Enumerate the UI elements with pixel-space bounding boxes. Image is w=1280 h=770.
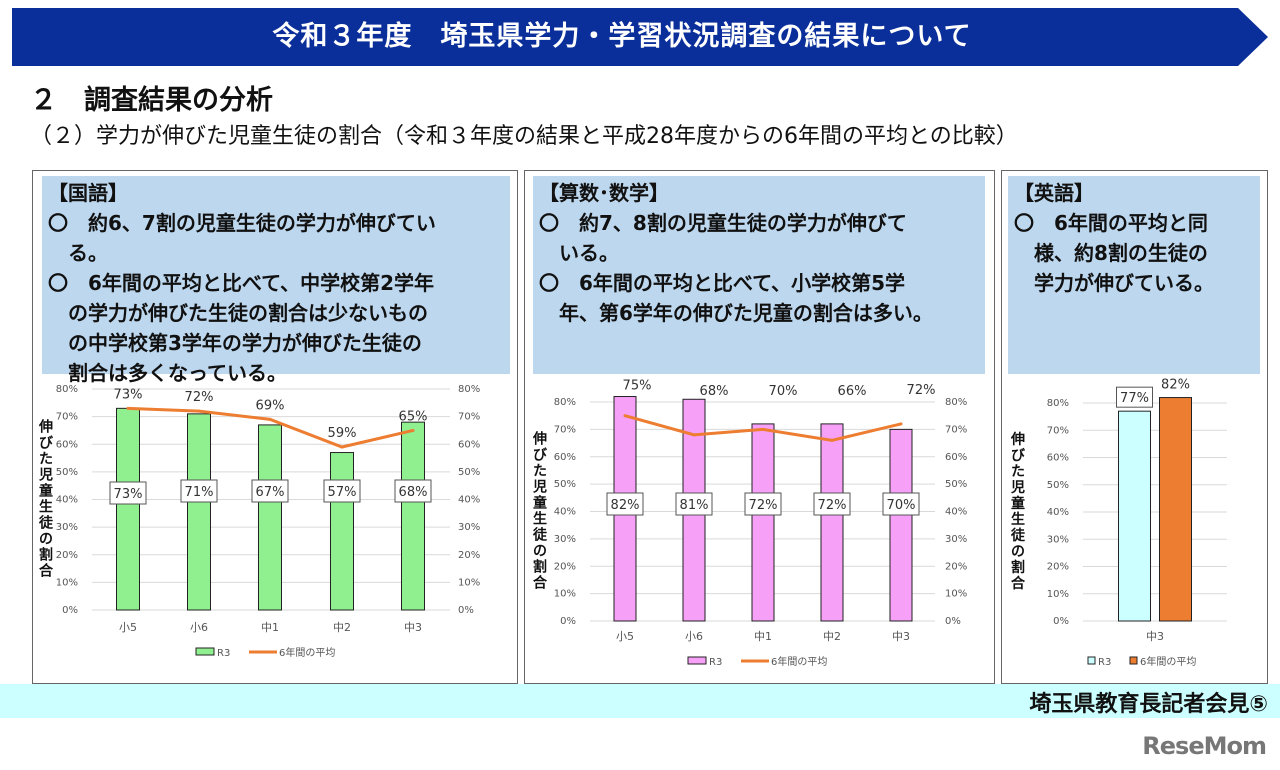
subtitle: （２）学力が伸びた児童生徒の割合（令和３年度の結果と平成28年度からの6年間の平…: [30, 124, 1018, 149]
page-title: 令和３年度 埼玉県学力・学習状況調査の結果について: [272, 21, 972, 52]
note-heading: 【国語】: [48, 181, 128, 205]
note-japanese: 【国語】 〇 約6、7割の児童生徒の学力が伸びてい る。 〇 6年間の平均と比べ…: [42, 176, 510, 385]
note-line: の中学校第3学年の学力が伸びた生徒の: [48, 331, 422, 355]
note-heading: 【算数･数学】: [539, 181, 669, 205]
note-heading: 【英語】: [1014, 181, 1094, 205]
note-line: る。: [48, 241, 108, 265]
note-line: 〇 6年間の平均と同: [1014, 211, 1208, 235]
note-line: 〇 約6、7割の児童生徒の学力が伸びてい: [48, 211, 436, 235]
note-math: 【算数･数学】 〇 約7、8割の児童生徒の学力が伸びて いる。 〇 6年間の平均…: [533, 176, 985, 374]
note-line: 年、第6学年の伸びた児童の割合は多い。: [539, 301, 933, 325]
note-line: いる。: [539, 241, 619, 265]
note-line: 〇 約7、8割の児童生徒の学力が伸びて: [539, 211, 907, 235]
section-title: ２ 調査結果の分析: [30, 85, 273, 116]
note-line: の学力が伸びた生徒の割合は少ないもの: [48, 301, 428, 325]
footer-band: [0, 684, 1280, 718]
note-line: 〇 6年間の平均と比べて、小学校第5学: [539, 271, 906, 295]
note-line: 割合は多くなっている。: [48, 361, 287, 385]
note-line: 様、約8割の生徒の: [1014, 241, 1208, 265]
footer-text: 埼玉県教育長記者会見⑤: [1029, 692, 1268, 717]
resemom-logo: ReseMom: [1142, 732, 1267, 760]
note-line: 〇 6年間の平均と比べて、中学校第2学年: [48, 271, 435, 295]
note-english: 【英語】 〇 6年間の平均と同 様、約8割の生徒の 学力が伸びている。: [1008, 176, 1260, 374]
title-banner: [12, 8, 1268, 66]
note-line: 学力が伸びている。: [1014, 271, 1214, 295]
